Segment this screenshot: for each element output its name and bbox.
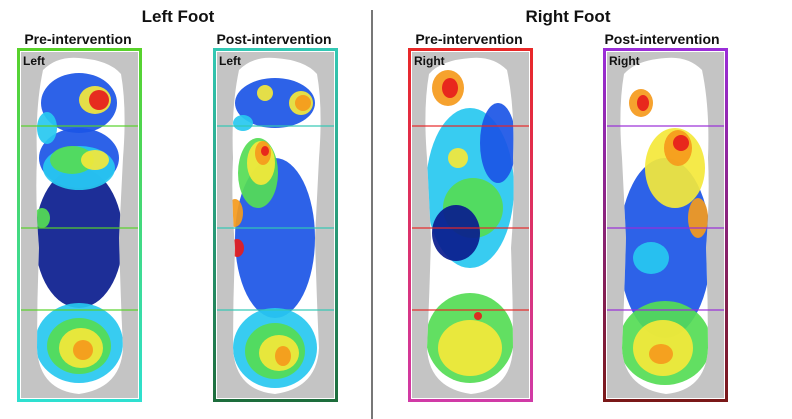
pressure-blob	[233, 115, 253, 131]
pressure-blob	[649, 344, 673, 364]
pressure-blob	[36, 168, 123, 308]
panel-frame	[603, 48, 728, 402]
foot-side-label: Left	[23, 54, 45, 68]
pressure-blob	[261, 146, 269, 156]
pressure-map	[17, 48, 142, 402]
pressure-blob	[432, 205, 480, 261]
panel-frame	[408, 48, 533, 402]
pressure-blob	[89, 90, 109, 110]
heatmap-left-pre: Left	[17, 48, 142, 402]
panel-title-right-post: Post-intervention	[604, 31, 720, 47]
heatmap-left-post: Left	[213, 48, 338, 402]
heatmap-right-post: Right	[603, 48, 728, 402]
pressure-blob	[438, 320, 502, 376]
pressure-blob	[295, 95, 311, 111]
panel-frame	[17, 48, 142, 402]
panel-title-left-pre: Pre-intervention	[24, 31, 132, 47]
pressure-blobs	[232, 78, 317, 388]
panel-title-right-pre: Pre-intervention	[415, 31, 523, 47]
pressure-blob	[81, 150, 109, 170]
pressure-blob	[474, 312, 482, 320]
pressure-blob	[688, 198, 708, 238]
pressure-map	[408, 48, 533, 402]
right-foot-title: Right Foot	[525, 7, 611, 26]
foot-side-label: Left	[219, 54, 241, 68]
foot-side-label: Right	[414, 54, 445, 68]
pressure-blob	[235, 78, 315, 128]
heatmap-right-pre: Right	[408, 48, 533, 402]
pressure-map	[213, 48, 338, 402]
pressure-blob	[36, 208, 50, 228]
pressure-map	[603, 48, 728, 402]
pressure-blob	[50, 146, 94, 174]
left-foot-title: Left Foot	[141, 7, 215, 26]
pressure-blob	[442, 78, 458, 98]
panel-title-left-post: Post-intervention	[216, 31, 332, 47]
pressure-blob	[637, 95, 649, 111]
pressure-blob	[37, 112, 57, 144]
pressure-blob	[232, 199, 243, 227]
pressure-blob	[257, 85, 273, 101]
pressure-blobs	[36, 73, 123, 383]
pressure-blob	[673, 135, 689, 151]
pressure-blob	[448, 148, 468, 168]
panel-frame	[213, 48, 338, 402]
foot-side-label: Right	[609, 54, 640, 68]
pressure-blobs	[620, 89, 709, 385]
pressure-blob	[480, 103, 514, 183]
pressure-blob	[275, 346, 291, 366]
pressure-blob	[633, 242, 669, 274]
pressure-blob	[73, 340, 93, 360]
group-divider	[371, 10, 373, 419]
